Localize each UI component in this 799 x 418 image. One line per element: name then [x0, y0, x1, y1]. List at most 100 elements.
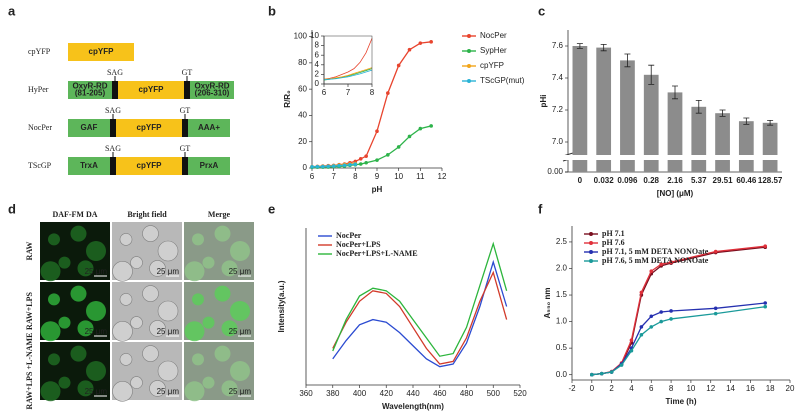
linker-label: GT	[180, 106, 191, 115]
data-point	[659, 310, 663, 314]
cell	[184, 381, 205, 402]
y-tick-label: 20	[298, 137, 307, 146]
x-tick-label: 360	[299, 389, 313, 398]
column-header: Merge	[208, 210, 231, 219]
x-tick-label: 520	[513, 389, 527, 398]
legend-marker	[589, 241, 593, 245]
error-bar	[767, 120, 774, 126]
data-point	[353, 162, 358, 166]
x-tick-label: 8	[370, 88, 375, 97]
cell	[157, 360, 179, 382]
domain-box	[68, 119, 110, 137]
data-point	[407, 134, 412, 139]
x-tick-label: 4	[629, 384, 634, 393]
cell	[70, 225, 87, 242]
cell	[130, 256, 143, 269]
data-point	[629, 338, 634, 342]
cell	[157, 240, 179, 262]
domain-box	[116, 119, 182, 137]
data-point	[669, 309, 673, 313]
linker	[110, 157, 116, 175]
bar	[715, 113, 730, 172]
bar	[643, 74, 659, 172]
domain-label: cpYFP	[137, 161, 163, 170]
panel-label: b	[268, 3, 276, 18]
x-tick-label: 10	[394, 172, 403, 181]
y-tick-label: 0.0	[556, 370, 568, 379]
scale-bar-label: 25 μm	[229, 267, 252, 276]
domain-label: TrxA	[80, 161, 98, 170]
data-point	[639, 290, 644, 295]
data-point	[649, 314, 654, 319]
scale-bar-label: 25 μm	[229, 387, 252, 396]
error-bar	[600, 44, 607, 52]
domain-label: OxyR-RD	[72, 82, 107, 91]
data-point	[669, 317, 673, 321]
cell	[142, 285, 159, 302]
data-point	[763, 304, 768, 309]
x-tick-label: 480	[460, 389, 474, 398]
legend-marker	[467, 34, 471, 38]
data-point	[418, 41, 423, 45]
cell	[48, 233, 60, 246]
x-tick-label: 6	[649, 384, 654, 393]
cell	[58, 256, 71, 269]
cell	[192, 233, 204, 246]
x-tick-label: 6	[310, 172, 315, 181]
series-line	[591, 306, 766, 376]
x-tick-label: 380	[326, 389, 340, 398]
y-axis-label: A₅₅₀ nm	[543, 288, 552, 319]
scale-bar-label: 25 μm	[85, 387, 108, 396]
cell	[149, 260, 166, 277]
cell	[157, 300, 179, 322]
data-point	[713, 311, 718, 316]
cell	[40, 261, 61, 282]
series-line	[323, 69, 373, 81]
data-point	[386, 153, 390, 157]
cell	[58, 316, 71, 329]
x-tick-label: 9	[375, 172, 380, 181]
bar	[738, 121, 754, 172]
x-tick-label: 60.46	[736, 176, 757, 185]
cell	[230, 301, 250, 321]
x-tick-label: 12	[706, 384, 715, 393]
x-tick-label: 14	[726, 384, 735, 393]
linker	[182, 119, 188, 137]
x-tick-label: 29.51	[713, 176, 734, 185]
data-point	[310, 165, 314, 169]
cell	[221, 380, 238, 397]
x-tick-label: 420	[380, 389, 394, 398]
legend-marker	[467, 49, 471, 53]
bar	[691, 106, 707, 172]
legend-label: pH 7.6, 5 mM DETA NONOate	[602, 256, 709, 265]
domain-label: PrxA	[200, 161, 219, 170]
y-tick-label: 2	[315, 70, 320, 79]
cell	[184, 321, 205, 342]
y-tick-label: 0	[303, 163, 308, 172]
cell	[40, 321, 61, 342]
x-tick-label: 8	[669, 384, 674, 393]
domain-label: GAF	[81, 123, 98, 132]
y-tick-label: 1.5	[556, 290, 568, 299]
data-point	[763, 244, 768, 248]
data-point	[649, 269, 654, 273]
data-point	[315, 164, 320, 169]
y-axis-label: Intensity(a.u.)	[277, 280, 286, 332]
x-tick-label: 500	[487, 389, 501, 398]
y-tick-label: 0.5	[556, 343, 568, 352]
x-axis-label: Wavelength(nm)	[382, 402, 444, 411]
y-tick-label: 40	[298, 111, 307, 120]
x-tick-label: 7	[331, 172, 336, 181]
bar	[572, 46, 588, 172]
y-axis-label: R/R₀	[283, 90, 292, 108]
cell	[202, 376, 215, 389]
row-header: RAW+LPS +L-NAME	[25, 333, 34, 410]
legend-label: NocPer+LPS	[336, 240, 381, 249]
data-point	[629, 348, 634, 353]
legend-label: NocPer	[336, 231, 362, 240]
cell	[112, 380, 133, 402]
error-bar	[719, 109, 726, 117]
bar	[667, 92, 683, 172]
panel-label: d	[8, 201, 16, 216]
domain-box	[188, 157, 230, 175]
